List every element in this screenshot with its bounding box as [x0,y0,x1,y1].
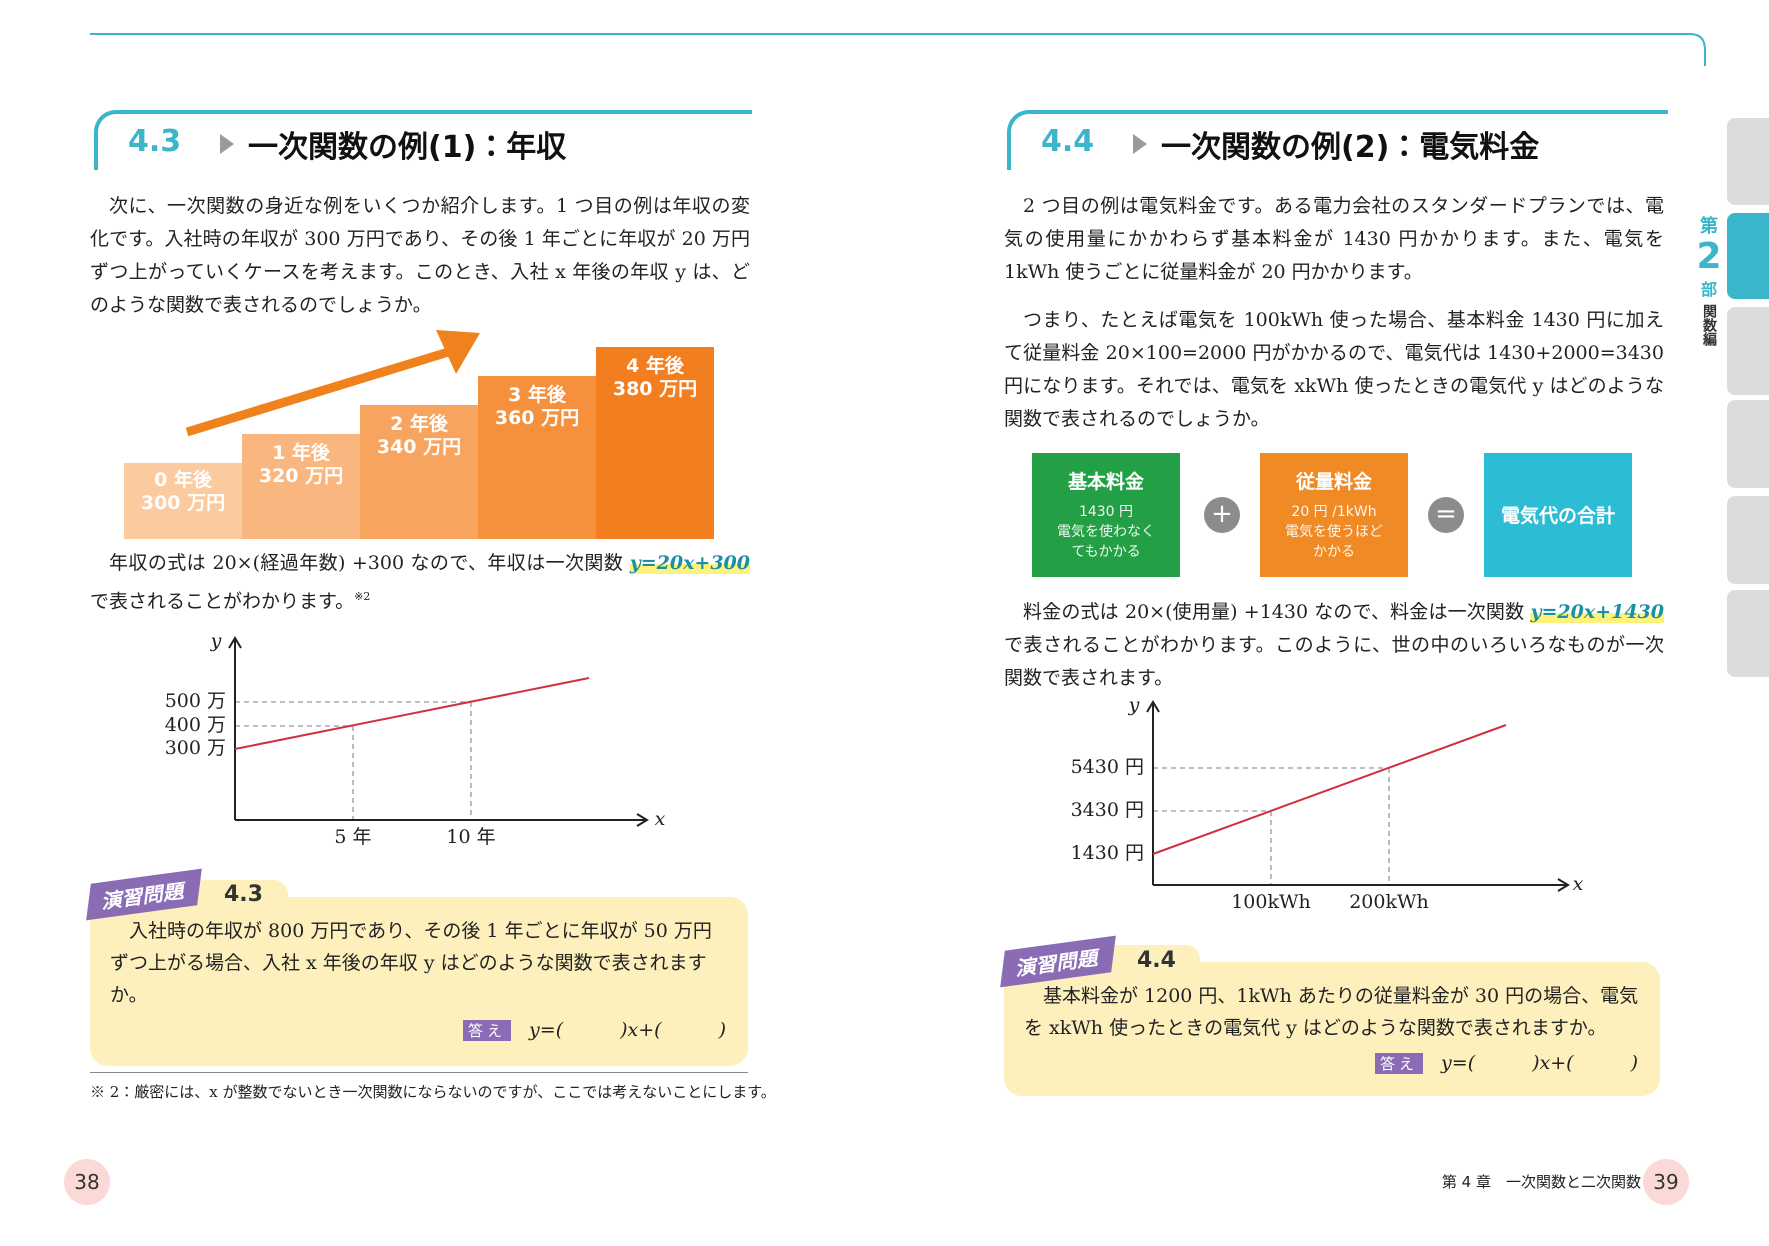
exercise-text: 入社時の年収が 800 万円であり、その後 1 年ごとに年収が 50 万円ずつ上… [110,920,712,1006]
section-title: 一次関数の例(1)：年収 [248,130,567,165]
step-bar: 4 年後 380 万円 [596,347,714,539]
fee-box-line: 電気を使わなく [1057,524,1155,540]
axis-label: y [210,630,222,652]
x-tick-label: 200kWh [1349,891,1429,913]
step-year: 1 年後 [272,442,330,464]
spacer [1032,494,1180,502]
step-bar: 0 年後 300 万円 [124,463,242,539]
section-header: 4.4 一次関数の例(2)：電気料金 [1007,110,1668,170]
paragraph: 次に、一次関数の身近な例をいくつか紹介します。1 つ目の例は年収の変化です。入社… [90,195,750,316]
footnote-ref: ※2 [354,590,371,603]
axis-label: x [655,808,666,830]
axis-label: y [1128,694,1140,716]
section-marker [220,134,234,154]
side-tab [1727,400,1769,488]
footnote: ※ 2：厳密には、x が整数でないとき一次関数にならないのですが、ここでは考えな… [90,1083,776,1101]
exercise-number: 4.3 [224,882,263,907]
paragraph: つまり、たとえば電気を 100kWh 使った場合、基本料金 1430 円に加えて… [1004,309,1664,430]
section-title: 一次関数の例(2)：電気料金 [1161,130,1540,165]
section-header: 4.3 一次関数の例(1)：年収 [94,110,752,170]
y-tick-label: 1430 円 [1071,842,1144,864]
step-amount: 340 万円 [376,436,462,458]
step-bar: 2 年後 340 万円 [360,405,478,539]
part-name: 関数編 [1701,304,1717,346]
side-tab [1727,118,1769,205]
y-tick-label: 5430 円 [1071,756,1144,778]
answer-equation: y=( )x+( ) [1441,1052,1638,1074]
formula: y=20x+1430 [1530,601,1664,623]
paragraph: 年収の式は 20×(経過年数) +300 なので、年収は一次関数 y=20x+3… [90,547,750,618]
x-tick-label: 10 年 [446,826,495,848]
fee-box: 基本料金 1430 円電気を使わなく てもかかる [1032,453,1180,577]
step-amount: 320 万円 [258,465,344,487]
fee-box-line: てもかかる [1071,544,1141,560]
exercise-text: 基本料金が 1200 円、1kWh あたりの従量料金が 30 円の場合、電気を … [1024,985,1639,1039]
step-bar: 3 年後 360 万円 [478,376,596,539]
top-frame [90,33,1706,66]
part-suffix: 部 [1700,280,1717,299]
x-tick-label: 100kWh [1231,891,1311,913]
y-tick-label: 300 万 [165,737,226,759]
x-tick-label: 5 年 [334,826,371,848]
side-tab-active [1727,213,1769,299]
section-marker [1133,134,1147,154]
fee-box-line: かかる [1313,544,1355,560]
step-year: 0 年後 [154,469,212,491]
exercise-box: 入社時の年収が 800 万円であり、その後 1 年ごとに年収が 50 万円ずつ上… [90,897,748,1066]
graph: y x 5430 円 3430 円 1430 円 100kWh 200kWh [1071,694,1584,913]
step-year: 3 年後 [508,384,566,406]
formula: y=20x+300 [629,552,750,574]
fee-box-title: 従量料金 [1295,471,1372,493]
side-tab [1727,307,1769,395]
text: で表されることがわかります。 [90,590,355,613]
fee-box-line: 20 円 /1kWh [1291,504,1377,520]
step-amount: 300 万円 [140,492,226,514]
y-tick-label: 500 万 [165,690,226,712]
text: で表されることがわかります。このように、世の中のいろいろなものが一次関数で表され… [1004,634,1664,689]
step-year: 4 年後 [626,355,684,377]
footnote-rule [90,1072,748,1073]
axis-label: x [1573,873,1584,895]
answer: 答え y=( )x+( ) [463,1015,726,1042]
fee-box: 電気代の合計 [1484,453,1632,577]
step-amount: 380 万円 [612,378,698,400]
part-number: 2 [1696,236,1722,277]
fee-box: 従量料金 20 円 /1kWh 電気を使うほど かかる [1260,453,1408,577]
section-number: 4.3 [128,124,182,159]
chapter-label: 第 4 章 一次関数と二次関数 [1441,1173,1641,1191]
side-tab [1727,496,1769,584]
step-year: 2 年後 [390,413,448,435]
step-amount: 360 万円 [494,407,580,429]
y-tick-label: 400 万 [165,714,226,736]
page-number: 39 [1643,1159,1689,1205]
fee-box-title: 電気代の合計 [1500,505,1615,527]
part-prefix: 第 [1700,216,1718,237]
answer-tag: 答え [463,1020,512,1041]
paragraph: 料金の式は 20×(使用量) +1430 なので、料金は一次関数 y=20x+1… [1004,596,1664,695]
fee-box-line: 電気を使うほど [1285,524,1383,540]
answer: 答え y=( )x+( ) [1375,1048,1638,1075]
operator: + [1204,497,1240,533]
operator: = [1428,497,1464,533]
page-number: 38 [64,1159,110,1205]
answer-tag: 答え [1375,1053,1424,1074]
exercise-number: 4.4 [1137,948,1176,973]
section-number: 4.4 [1041,124,1095,159]
answer-equation: y=( )x+( ) [529,1019,726,1041]
text: 年収の式は 20×(経過年数) +300 なので、年収は一次関数 [109,552,630,574]
fee-box-line: 1430 円 [1078,504,1134,520]
part-label: 第 2 部 関数編 [1696,212,1722,346]
fee-box-title: 基本料金 [1067,471,1144,493]
text: 料金の式は 20×(使用量) +1430 なので、料金は一次関数 [1023,601,1531,623]
step-bar: 1 年後 320 万円 [242,434,360,539]
side-tab [1727,590,1769,677]
paragraph: 2 つ目の例は電気料金です。ある電力会社のスタンダードプランでは、電気の使用量に… [1004,195,1664,283]
growth-arrow [185,330,480,437]
y-tick-label: 3430 円 [1071,799,1144,821]
graph: y x 500 万 400 万 300 万 5 年 10 年 [165,630,666,848]
exercise-box: 基本料金が 1200 円、1kWh あたりの従量料金が 30 円の場合、電気を … [1004,962,1660,1096]
spacer [1260,494,1408,502]
